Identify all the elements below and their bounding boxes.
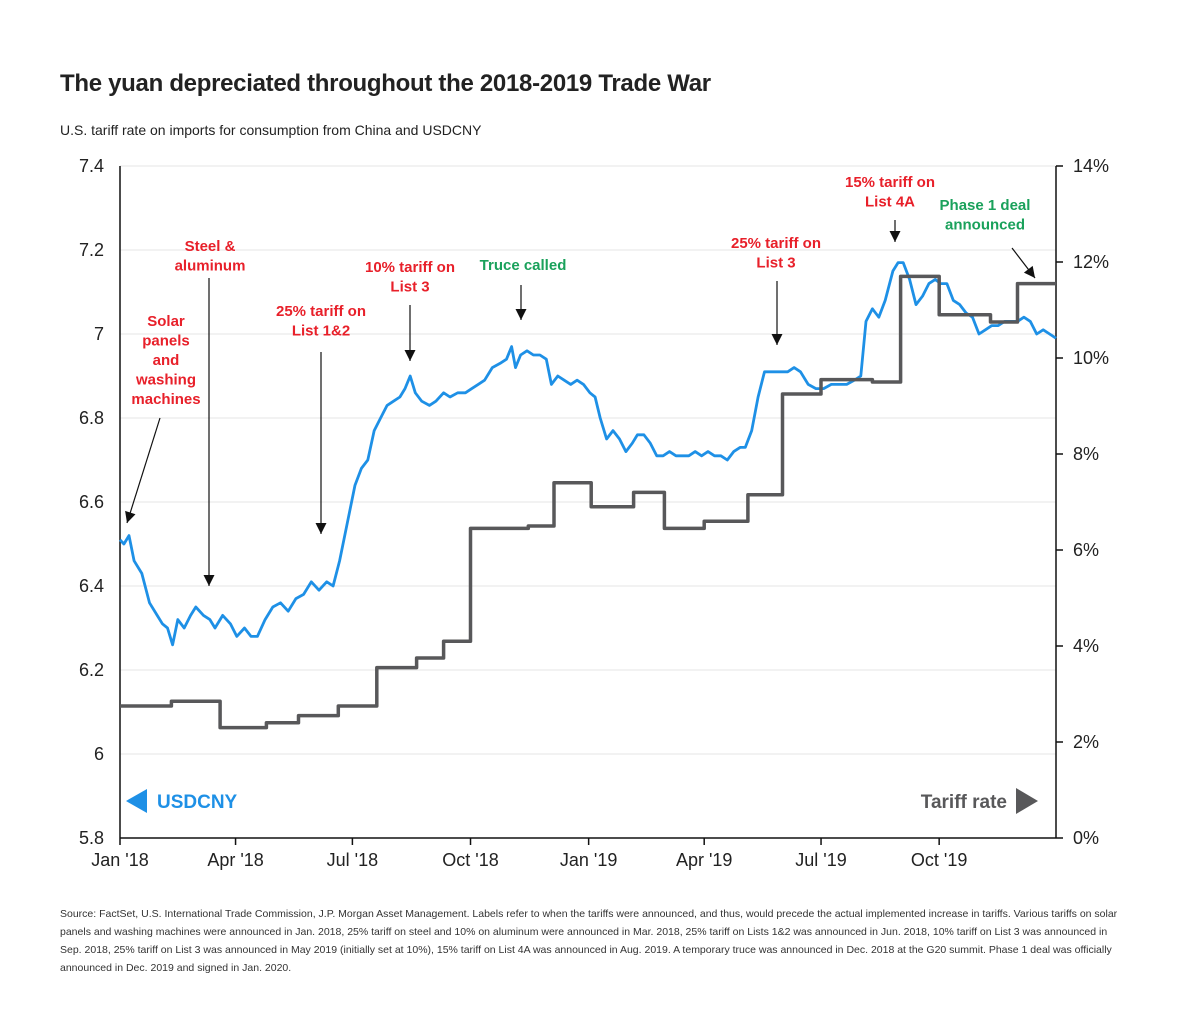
annotation-arrowhead: [203, 575, 215, 586]
annotation-line: Truce called: [480, 257, 567, 274]
y-left-tick-label: 5.8: [79, 828, 104, 848]
chart-subtitle: U.S. tariff rate on imports for consumpt…: [60, 122, 482, 138]
annotation-label: 25% tariff on List 3: [731, 235, 821, 272]
annotation-arrowhead: [515, 309, 527, 320]
annotation-arrowhead: [889, 231, 901, 242]
y-right-tick-label: 2%: [1073, 732, 1099, 752]
gridlines: [120, 165, 1056, 755]
x-tick-label: Apr '19: [676, 850, 732, 870]
chart-title: The yuan depreciated throughout the 2018…: [60, 70, 711, 97]
y-left-tick-label: 6.6: [79, 492, 104, 512]
annotation-line: panels: [142, 333, 190, 350]
axes: [119, 165, 1063, 845]
y-right-tick-label: 14%: [1073, 156, 1109, 176]
series-lines: [118, 261, 1057, 730]
annotation-arrowhead: [404, 350, 416, 361]
annotation-arrowhead: [771, 334, 783, 345]
annotations: Solar panels and washing machines Steel & alum…: [125, 174, 1036, 586]
annotation-line: 25% tariff on: [731, 235, 821, 252]
x-tick-label: Oct '19: [911, 850, 967, 870]
x-tick-label: Jul '19: [795, 850, 846, 870]
usdcny-legend-label: USDCNY: [157, 792, 238, 813]
tariff-legend-marker: [1016, 788, 1038, 814]
annotation-arrowhead: [125, 510, 136, 523]
annotation-line: washing: [135, 372, 196, 389]
annotation-arrowhead: [315, 523, 327, 534]
annotation-label: 25% tariff on List 1&2: [276, 303, 366, 340]
annotation-label: 10% tariff on List 3: [365, 259, 455, 296]
y-left-tick-label: 6.2: [79, 660, 104, 680]
annotation-arrow: [126, 417, 161, 524]
usdcny-line: [118, 261, 1057, 647]
annotation-line: and: [153, 352, 180, 369]
annotation-label: 15% tariff on List 4A: [845, 174, 935, 211]
annotation-line: List 4A: [865, 194, 915, 211]
annotation-line: List 1&2: [292, 323, 350, 340]
y-left-tick-label: 7.2: [79, 240, 104, 260]
source-note: Source: FactSet, U.S. International Trad…: [60, 908, 1118, 974]
x-tick-label: Jul '18: [327, 850, 378, 870]
annotation-line: aluminum: [175, 258, 246, 275]
annotation-line: Steel &: [185, 238, 236, 255]
usdcny-legend-marker: [126, 789, 147, 813]
annotation-label: Solar panels and washing machines: [131, 313, 200, 408]
y-left-tick-label: 6: [94, 744, 104, 764]
annotation-line: 25% tariff on: [276, 303, 366, 320]
annotation-line: Phase 1 deal: [940, 197, 1031, 214]
annotation-line: machines: [131, 391, 200, 408]
y-right-tick-label: 12%: [1073, 252, 1109, 272]
tariff-rate-line: [120, 274, 1056, 730]
tick-labels: 5.8 6 6.2 6.4 6.6 6.8 7 7.2 7.4 0% 2% 4% 6% 8% 10% 12% 1…: [79, 156, 1109, 870]
annotation-line: announced: [945, 217, 1025, 234]
y-right-tick-label: 10%: [1073, 348, 1109, 368]
annotation-line: List 3: [390, 279, 429, 296]
x-tick-label: Jan '18: [91, 850, 148, 870]
annotation-line: Solar: [147, 313, 185, 330]
x-tick-label: Apr '18: [207, 850, 263, 870]
y-left-tick-label: 6.4: [79, 576, 104, 596]
y-left-tick-label: 7: [94, 324, 104, 344]
x-tick-label: Oct '18: [442, 850, 498, 870]
dual-axis-line-chart: 5.8 6 6.2 6.4 6.6 6.8 7 7.2 7.4 0% 2% 4% 6% 8% 10% 12% 1…: [79, 156, 1109, 870]
y-right-tick-label: 6%: [1073, 540, 1099, 560]
annotation-label: Steel & aluminum: [175, 238, 246, 275]
tariff-legend-label: Tariff rate: [921, 792, 1007, 813]
annotation-line: 15% tariff on: [845, 174, 935, 191]
y-right-tick-label: 0%: [1073, 828, 1099, 848]
legend: USDCNY Tariff rate: [126, 788, 1038, 814]
annotation-line: List 3: [756, 255, 795, 272]
y-left-tick-label: 7.4: [79, 156, 104, 176]
y-right-tick-label: 8%: [1073, 444, 1099, 464]
annotation-label: Phase 1 deal announced: [940, 197, 1031, 234]
y-left-tick-label: 6.8: [79, 408, 104, 428]
annotation-label: Truce called: [480, 257, 567, 274]
x-tick-label: Jan '19: [560, 850, 617, 870]
annotation-arrowhead: [1023, 265, 1035, 278]
y-right-tick-label: 4%: [1073, 636, 1099, 656]
annotation-line: 10% tariff on: [365, 259, 455, 276]
